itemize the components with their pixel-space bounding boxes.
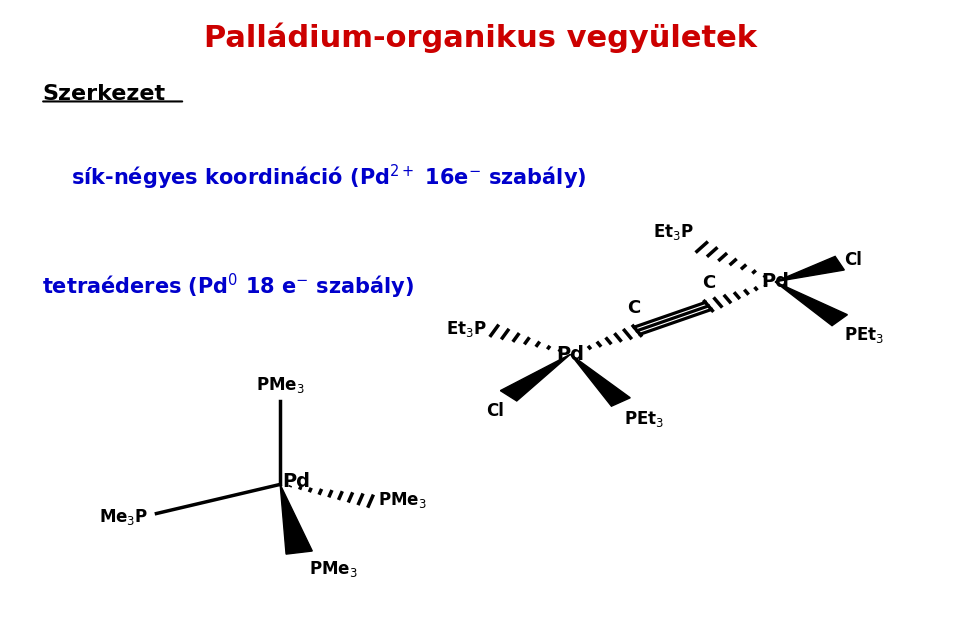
Text: PEt$_3$: PEt$_3$ <box>845 325 884 345</box>
Text: C: C <box>628 299 640 317</box>
Polygon shape <box>500 354 570 401</box>
Polygon shape <box>570 354 631 406</box>
Text: Palládium-organikus vegyületek: Palládium-organikus vegyületek <box>204 23 756 53</box>
Text: Cl: Cl <box>486 402 504 420</box>
Text: PEt$_3$: PEt$_3$ <box>624 409 664 430</box>
Text: Pd: Pd <box>282 472 310 491</box>
Text: C: C <box>702 274 715 292</box>
Polygon shape <box>775 256 845 282</box>
Text: PMe$_3$: PMe$_3$ <box>378 490 427 510</box>
Text: PMe$_3$: PMe$_3$ <box>255 374 304 394</box>
Text: Me$_3$P: Me$_3$P <box>100 507 149 527</box>
Text: sík-négyes koordináció (Pd$^{2+}$ 16e$^{-}$ szabály): sík-négyes koordináció (Pd$^{2+}$ 16e$^{… <box>71 163 587 192</box>
Text: PMe$_3$: PMe$_3$ <box>309 559 357 579</box>
Text: Et$_3$P: Et$_3$P <box>653 222 694 242</box>
Polygon shape <box>280 484 312 554</box>
Text: Et$_3$P: Et$_3$P <box>445 319 487 339</box>
Polygon shape <box>775 282 848 326</box>
Text: tetraéderes (Pd$^{0}$ 18 e$^{-}$ szabály): tetraéderes (Pd$^{0}$ 18 e$^{-}$ szabály… <box>42 271 415 301</box>
Text: Pd: Pd <box>557 345 585 364</box>
Text: Pd: Pd <box>761 273 789 291</box>
Text: Szerkezet: Szerkezet <box>42 84 165 104</box>
Text: Cl: Cl <box>845 251 862 269</box>
